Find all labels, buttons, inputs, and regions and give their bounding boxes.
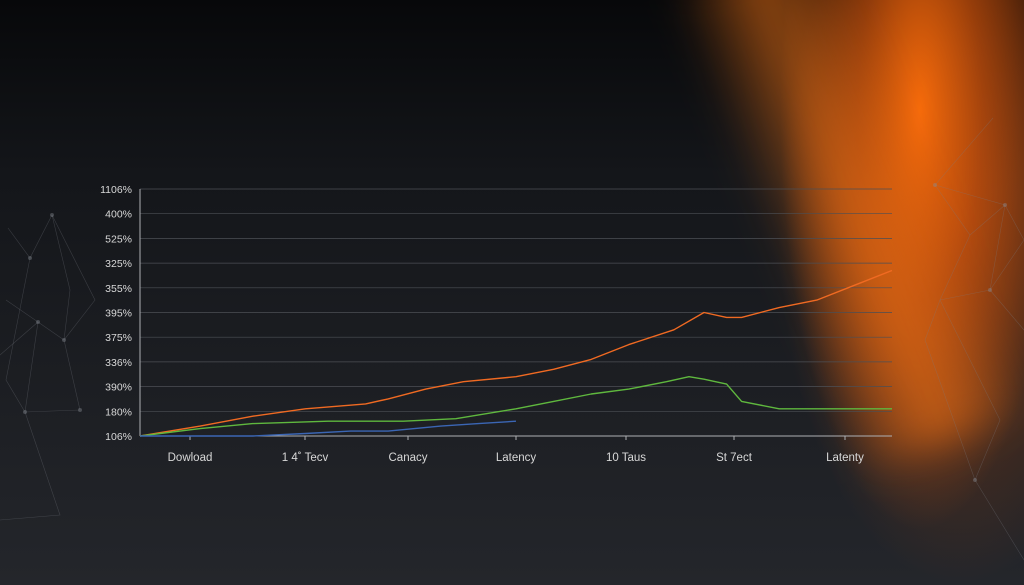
x-tick-label: 10 Taus: [606, 452, 646, 464]
y-tick-label: 395%: [105, 308, 132, 320]
series-line-1: [139, 376, 892, 437]
y-tick-label: 390%: [105, 382, 132, 394]
series-line-2: [140, 420, 517, 437]
network-left: [0, 213, 96, 521]
x-tick-label: Latency: [496, 452, 537, 464]
x-tick-label: St 7ect: [716, 452, 753, 464]
x-tick-label: Dowload: [168, 452, 213, 464]
series: [139, 269, 893, 437]
y-tick-label: 400%: [105, 209, 132, 221]
y-tick-label: 525%: [105, 233, 132, 245]
y-tick-label: 375%: [105, 332, 132, 344]
y-tick-label: 1106%: [100, 184, 132, 196]
y-tick-label: 180%: [105, 406, 132, 418]
y-tick-label: 325%: [105, 258, 132, 270]
series-line-0: [139, 269, 893, 437]
network-right: [924, 117, 1024, 561]
x-axis-ticks: Dowload 1 4˚ Tecv Canacy Latency 10 Taus St 7…: [168, 436, 864, 464]
y-tick-label: 106%: [105, 431, 132, 443]
x-tick-label: Canacy: [389, 452, 428, 464]
y-axis-ticks: 106% 180% 390% 336% 375% 395% 355% 325% 525% 400%…: [100, 184, 132, 443]
grid: [139, 188, 892, 437]
x-tick-label: Latenty: [826, 452, 864, 464]
y-tick-label: 336%: [105, 357, 132, 369]
x-tick-label: 1 4˚ Tecv: [282, 452, 329, 464]
y-tick-label: 355%: [105, 283, 132, 295]
